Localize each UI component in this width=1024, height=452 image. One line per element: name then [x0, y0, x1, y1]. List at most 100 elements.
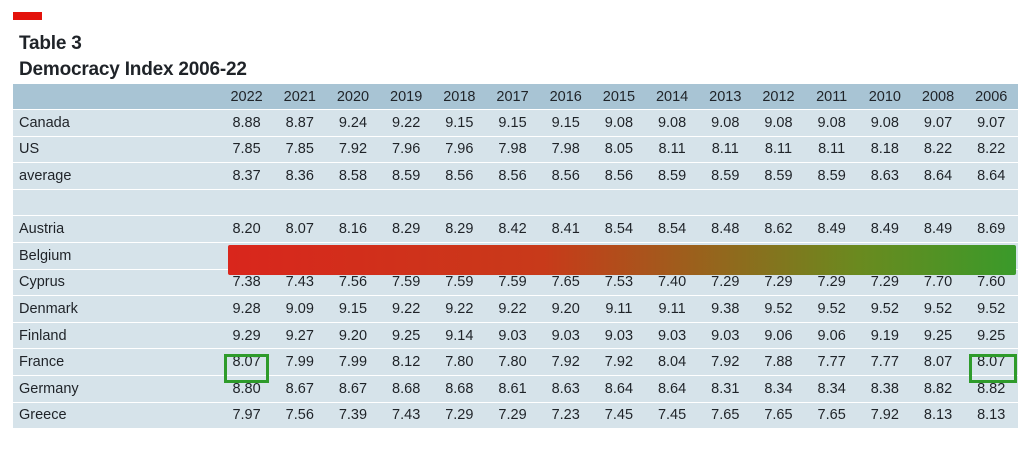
year-header-cell: 2015 [602, 88, 636, 105]
score-cell: 7.93 [657, 247, 687, 264]
year-header-cell: 2012 [762, 88, 795, 105]
score-cell: 9.08 [870, 114, 899, 131]
score-cell: 9.07 [977, 114, 1006, 131]
score-cell: 7.56 [338, 274, 368, 291]
score-cell: 8.29 [392, 221, 421, 238]
score-cell: 7.51 [338, 247, 368, 264]
score-cell: 8.31 [711, 380, 740, 397]
table-row: Austria 8.20 8.07 8.16 8.29 8.29 8.42 8.41 8.54 8… [13, 216, 1018, 243]
country-name-cell: average [19, 167, 72, 184]
score-cell: 8.29 [445, 221, 474, 238]
score-cell: 7.29 [764, 274, 793, 291]
score-cell: 8.67 [338, 380, 368, 397]
country-name-cell: Finland [19, 327, 67, 344]
score-cell: 9.03 [604, 327, 634, 344]
score-cell: 8.04 [657, 354, 687, 371]
score-cell: 7.40 [657, 274, 687, 291]
table-row: Canada 8.88 8.87 9.24 9.22 9.15 9.15 9.15 9.08 9.… [13, 110, 1018, 137]
score-cell: 7.45 [657, 407, 687, 424]
score-cell: 8.11 [658, 141, 686, 158]
table-row: Finland 9.29 9.27 9.20 9.25 9.14 9.03 9.03 9.03 9… [13, 323, 1018, 350]
score-cell: 8.05 [817, 247, 846, 264]
year-header-cell: 2022 [230, 88, 263, 105]
score-cell: 7.45 [604, 407, 634, 424]
score-cell: 8.22 [977, 141, 1006, 158]
score-cell: 7.77 [870, 354, 899, 371]
score-cell: 7.93 [604, 247, 634, 264]
score-cell: 8.64 [923, 167, 953, 184]
score-cell: 8.82 [977, 380, 1006, 397]
score-cell: 8.82 [923, 380, 953, 397]
score-cell: 8.56 [604, 167, 634, 184]
score-cell: 9.25 [923, 327, 953, 344]
score-cell: 9.03 [711, 327, 740, 344]
score-cell: 9.28 [232, 300, 261, 317]
score-cell: 7.64 [392, 247, 421, 264]
table-row: Cyprus 7.38 7.43 7.56 7.59 7.59 7.59 7.65 7.53 7.… [13, 270, 1018, 297]
score-cell: 8.18 [870, 141, 899, 158]
country-name-cell: Austria [19, 221, 65, 238]
score-cell: 7.88 [764, 354, 793, 371]
score-cell: 7.77 [551, 247, 580, 264]
score-cell: 9.20 [551, 300, 580, 317]
table-label: Table 3 [19, 33, 82, 54]
score-cell: 8.42 [498, 221, 527, 238]
page-title: Democracy Index 2006-22 [19, 59, 247, 80]
table-row: average 8.37 8.36 8.58 8.59 8.56 8.56 8.56 8.56 8… [13, 163, 1018, 190]
score-cell: 9.25 [392, 327, 421, 344]
score-cell: 7.78 [498, 247, 527, 264]
score-cell: 9.08 [817, 114, 846, 131]
score-cell: 9.19 [870, 327, 899, 344]
table-row: Greece 7.97 7.56 7.39 7.43 7.29 7.29 7.23 7.45 7.… [13, 403, 1018, 430]
score-cell: 7.29 [817, 274, 846, 291]
score-cell: 8.59 [764, 167, 793, 184]
score-cell: 9.29 [232, 327, 261, 344]
table-row: Belgium 7.64 7.51 7.51 7.64 7.78 7.78 7.77 7.93 7… [13, 243, 1018, 270]
score-cell: 9.22 [498, 300, 527, 317]
score-cell: 9.22 [445, 300, 474, 317]
score-cell: 9.52 [817, 300, 846, 317]
score-cell: 9.15 [445, 114, 474, 131]
score-cell: 7.29 [711, 274, 740, 291]
score-cell: 7.99 [285, 354, 314, 371]
score-cell: 7.65 [711, 407, 740, 424]
score-cell: 8.05 [870, 247, 899, 264]
score-cell: 7.29 [870, 274, 899, 291]
score-cell: 9.08 [711, 114, 740, 131]
score-cell: 7.65 [817, 407, 846, 424]
score-cell: 9.08 [764, 114, 793, 131]
country-name-cell: Greece [19, 407, 67, 424]
score-cell: 7.43 [392, 407, 421, 424]
score-cell: 9.08 [604, 114, 634, 131]
score-cell: 7.53 [604, 274, 634, 291]
score-cell: 9.38 [711, 300, 740, 317]
score-cell: 7.92 [711, 354, 740, 371]
score-cell: 9.27 [285, 327, 314, 344]
score-cell: 9.22 [392, 114, 421, 131]
table-row: Denmark 9.28 9.09 9.15 9.22 9.22 9.22 9.20 9.11 9… [13, 296, 1018, 323]
table-spacer-row [13, 190, 1018, 217]
score-cell: 8.05 [711, 247, 740, 264]
score-cell: 8.07 [977, 354, 1006, 371]
score-cell: 9.11 [658, 300, 686, 317]
score-cell: 8.07 [285, 221, 314, 238]
score-cell: 9.25 [977, 327, 1006, 344]
score-cell: 8.20 [232, 221, 261, 238]
score-cell: 7.92 [338, 141, 368, 158]
score-cell: 7.29 [445, 407, 474, 424]
score-cell: 9.03 [657, 327, 687, 344]
score-cell: 9.03 [551, 327, 580, 344]
score-cell: 7.38 [232, 274, 261, 291]
score-cell: 7.85 [285, 141, 314, 158]
score-cell: 8.05 [764, 247, 793, 264]
score-cell: 9.52 [870, 300, 899, 317]
score-cell: 8.49 [870, 221, 899, 238]
score-cell: 8.69 [977, 221, 1006, 238]
score-cell: 7.59 [392, 274, 421, 291]
score-cell: 7.92 [551, 354, 580, 371]
year-header-cell: 2019 [390, 88, 423, 105]
year-header-cell: 2008 [921, 88, 955, 105]
score-cell: 8.13 [977, 407, 1006, 424]
score-cell: 8.54 [657, 221, 687, 238]
score-cell: 9.15 [551, 114, 580, 131]
